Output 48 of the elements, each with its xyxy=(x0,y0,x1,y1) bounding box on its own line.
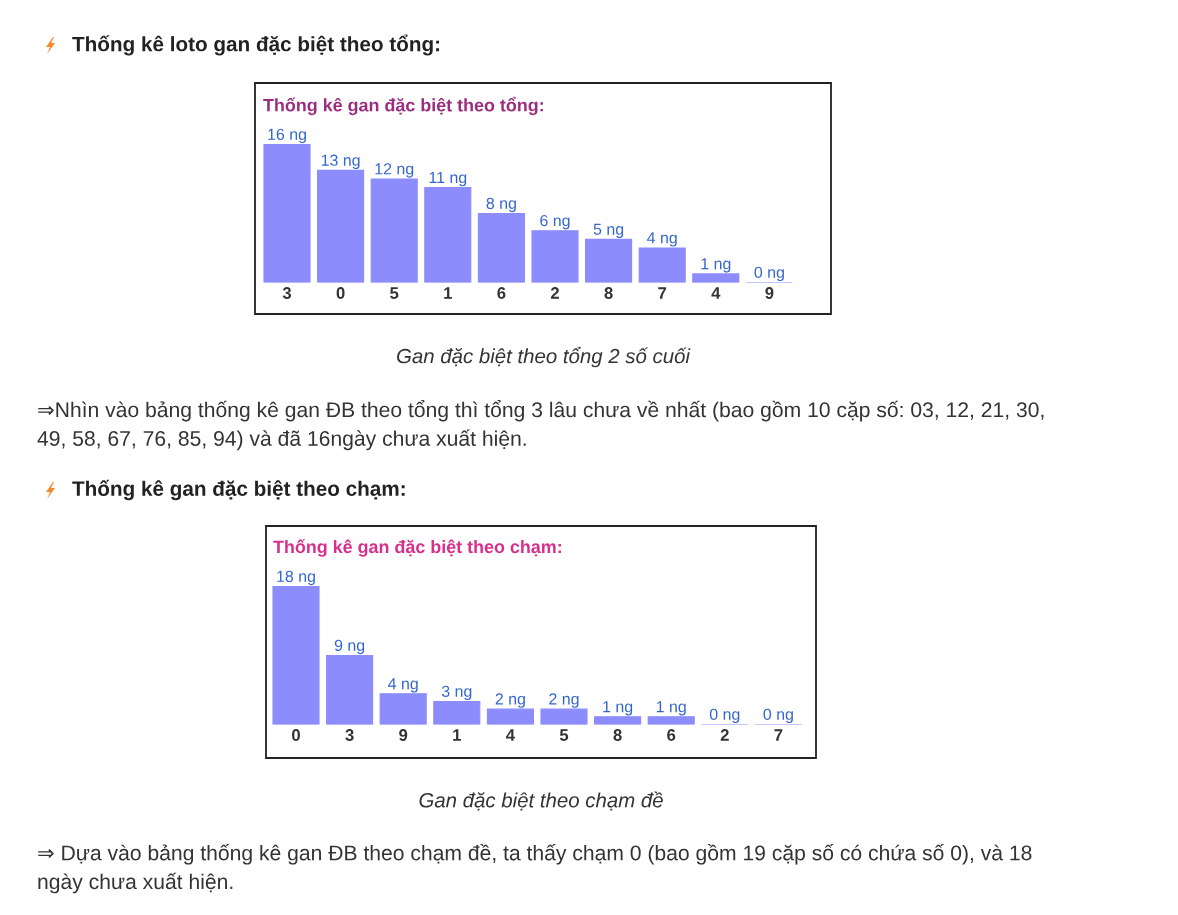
text: ⇒ Dựa vào bảng thống kê gan ĐB theo chạm đề, ta thấy chạm 0 (bao gồm 19 cặp số có chứa số 0), và 18 ngày chưa xuất hiện. xyxy=(38,844,1032,894)
chart-title: Thống kê gan đặc biệt theo tổng: xyxy=(263,96,543,116)
data-label: 2 ng xyxy=(549,693,579,708)
text: ⇒Nhìn vào bảng thống kê gan ĐB theo tổng thì tổng 3 lâu chưa về nhất (bao gồm 10 cặp số: 03, 12, 21, 30, 49, 58, 67, 76, 85, 94) và đã 16ngày chưa xuất hiện. xyxy=(37,400,1044,451)
x-tick-label: 7 xyxy=(774,729,783,741)
data-label: 8 ng xyxy=(486,197,516,213)
data-label: 1 ng xyxy=(603,701,633,716)
data-label: 0 ng xyxy=(763,708,793,724)
x-tick-label: 7 xyxy=(658,287,667,299)
data-label: 13 ng xyxy=(321,154,360,170)
x-tick-label: 2 xyxy=(550,287,559,299)
x-tick-label: 2 xyxy=(720,729,729,741)
x-tick-label: 5 xyxy=(559,729,569,741)
data-label: 5 ng xyxy=(593,223,624,238)
data-label: 18 ng xyxy=(277,570,315,586)
text: Gan đặc biệt theo chạm đề xyxy=(419,791,663,811)
data-label: 16 ng xyxy=(268,128,306,144)
x-tick-label: 4 xyxy=(711,287,721,299)
x-tick-label: 0 xyxy=(292,729,300,741)
text: Thống kê gan đặc biệt theo chạm: xyxy=(72,479,405,501)
data-label: 2 ng xyxy=(495,693,525,708)
data-label: 9 ng xyxy=(334,639,365,655)
data-label: 1 ng xyxy=(701,258,731,273)
text: Gan đặc biệt theo tổng 2 số cuối xyxy=(397,346,691,368)
data-label: 4 ng xyxy=(388,678,418,693)
x-tick-label: 8 xyxy=(613,729,622,741)
data-label: 11 ng xyxy=(429,171,467,187)
data-label: 1 ng xyxy=(656,701,686,716)
x-tick-label: 0 xyxy=(336,287,345,299)
data-label: 0 ng xyxy=(754,266,784,282)
x-tick-label: 6 xyxy=(497,287,506,299)
x-tick-label: 4 xyxy=(506,729,515,741)
data-label: 4 ng xyxy=(647,232,677,247)
x-tick-label: 1 xyxy=(444,287,452,299)
text: Thống kê loto gan đặc biệt theo tổng: xyxy=(72,34,440,56)
x-tick-label: 3 xyxy=(345,729,354,741)
data-label: 6 ng xyxy=(540,214,570,230)
x-tick-label: 6 xyxy=(667,729,676,741)
x-tick-label: 5 xyxy=(390,287,399,299)
data-label: 3 ng xyxy=(441,685,472,701)
data-label: 12 ng xyxy=(375,163,414,178)
x-tick-label: 9 xyxy=(399,729,408,741)
x-tick-label: 8 xyxy=(604,287,613,299)
x-tick-label: 9 xyxy=(765,287,774,299)
chart-title: Thống kê gan đặc biệt theo chạm: xyxy=(273,539,561,557)
data-label: 0 ng xyxy=(709,708,740,724)
x-tick-label: 3 xyxy=(282,287,292,299)
x-tick-label: 1 xyxy=(453,729,461,741)
